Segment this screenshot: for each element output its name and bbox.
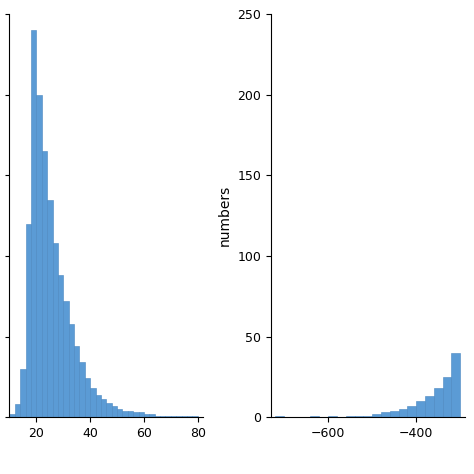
Bar — [434, 388, 443, 417]
Bar — [58, 275, 63, 417]
Bar — [425, 396, 434, 417]
Bar — [310, 416, 319, 417]
Bar — [165, 416, 171, 417]
Bar — [69, 324, 74, 417]
Bar — [416, 401, 425, 417]
Bar — [138, 412, 144, 417]
Bar — [15, 404, 20, 417]
Bar — [96, 394, 101, 417]
Bar — [187, 416, 192, 417]
Bar — [80, 362, 85, 417]
Bar — [399, 409, 407, 417]
Bar — [26, 224, 31, 417]
Bar — [390, 410, 399, 417]
Bar — [112, 406, 117, 417]
Bar — [443, 377, 451, 417]
Bar — [133, 412, 138, 417]
Bar — [328, 416, 337, 417]
Bar — [149, 414, 155, 417]
Bar — [63, 301, 69, 417]
Bar — [85, 378, 90, 417]
Bar — [47, 200, 53, 417]
Bar — [275, 416, 284, 417]
Bar — [122, 410, 128, 417]
Bar — [363, 416, 372, 417]
Bar — [451, 353, 460, 417]
Bar — [407, 406, 416, 417]
Bar — [74, 346, 80, 417]
Bar — [20, 369, 26, 417]
Bar — [346, 416, 355, 417]
Bar — [372, 414, 381, 417]
Bar — [36, 95, 42, 417]
Bar — [192, 416, 198, 417]
Bar — [128, 410, 133, 417]
Y-axis label: numbers: numbers — [218, 185, 232, 246]
Bar — [9, 414, 15, 417]
Bar — [176, 416, 182, 417]
Bar — [171, 416, 176, 417]
Bar — [90, 388, 96, 417]
Bar — [31, 30, 36, 417]
Bar — [144, 414, 149, 417]
Bar — [106, 402, 112, 417]
Bar — [155, 416, 160, 417]
Bar — [182, 416, 187, 417]
Bar — [381, 412, 390, 417]
Bar — [42, 151, 47, 417]
Bar — [53, 243, 58, 417]
Bar — [117, 409, 122, 417]
Bar — [160, 416, 165, 417]
Bar — [101, 400, 106, 417]
Bar — [355, 416, 363, 417]
